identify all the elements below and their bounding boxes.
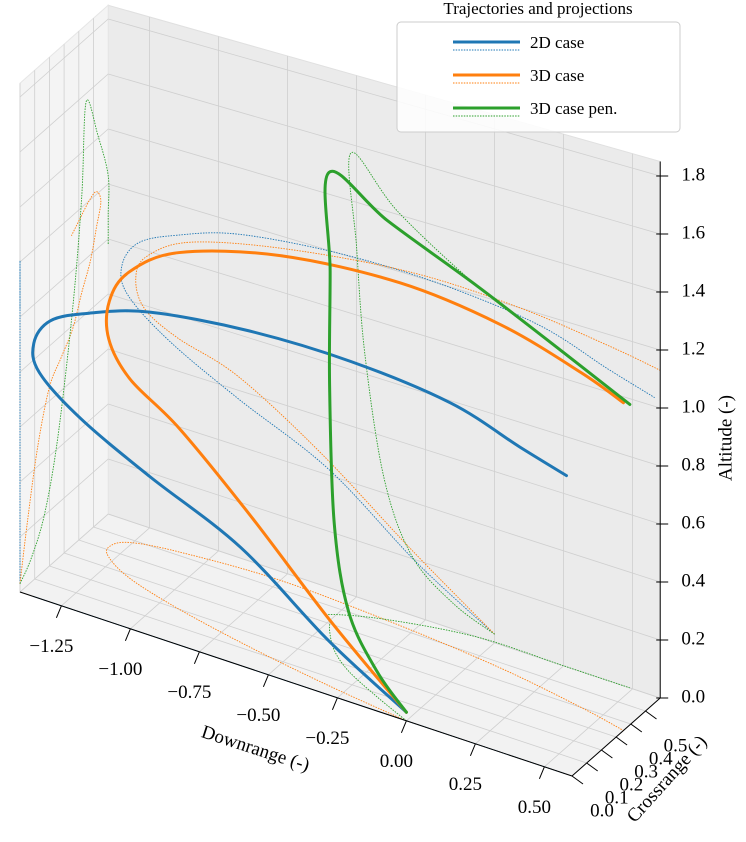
y-tick-label: 0.4 [649,748,673,769]
x-tick-label: −1.25 [29,636,73,657]
grid-line [19,18,109,98]
grid-line [108,183,661,351]
x-tick [55,605,62,618]
x-tick [262,674,269,687]
z-tick-label: 0.2 [681,628,705,649]
x-tick [400,720,407,733]
y-tick [586,762,598,772]
grid-line [108,403,661,583]
grid-line [108,293,661,467]
grid-line [108,73,661,235]
legend-title: Trajectories and projections [443,0,632,18]
legend-label: 3D case [530,66,584,85]
y-tick [630,723,643,733]
x-tick-label: 0.25 [449,774,482,795]
y-tick [645,710,657,720]
x-tick [193,651,200,664]
grid-line [108,238,661,409]
x-axis-line [19,591,573,777]
z-tick-label: 1.6 [681,222,705,243]
x-tick-label: 0.50 [518,797,551,818]
grid-line [19,403,109,483]
z-tick-label: 0.0 [681,686,705,707]
x-tick-label: −0.25 [305,728,349,749]
trajectory [104,249,625,714]
y-tick [571,775,584,785]
grid-line [49,565,602,751]
z-tick-label: 1.8 [681,164,705,185]
x-tick [331,697,338,710]
z-tick-label: 0.6 [681,512,705,533]
grid-line [19,348,109,428]
projection-side [19,191,102,584]
trajectory [31,309,568,714]
grid-line [63,552,617,738]
x-tick [469,743,476,756]
grid-line [108,458,661,641]
x-tick [124,628,131,641]
x-tick-label: 0.00 [380,751,413,772]
z-axis-title: Altitude (-) [715,395,736,481]
x-tick-label: −0.75 [167,682,211,703]
x-tick [538,766,545,779]
trajectory [323,169,632,714]
grid-line [19,238,109,318]
projection-side [19,99,110,584]
legend: Trajectories and projections 2D case 3D c… [396,0,681,133]
x-tick-label: −0.50 [236,705,280,726]
grid-line [19,73,109,153]
legend-label: 2D case [530,33,584,52]
grid-line [19,513,109,593]
panes [19,4,662,777]
grid-line [108,18,661,177]
axes: −1.25 −1.00 −0.75 −0.50 −0.25 0.00 0.25 0.50 0.0… [19,161,706,821]
projection-back [120,232,655,635]
y-tick [615,736,628,746]
y-tick [601,749,613,759]
grid-line [108,128,661,293]
x-tick-label: −1.00 [98,659,142,680]
x-axis-title: Downrange (-) [199,722,312,777]
legend-box [396,21,681,133]
grid-line [19,128,109,208]
y-tick-label: 0.0 [590,800,614,821]
z-tick-label: 1.0 [681,396,705,417]
legend-label: 3D case pen. [530,99,617,118]
grid-line [108,348,661,525]
z-tick-label: 0.8 [681,454,705,475]
y-tick-label: 0.2 [620,774,644,795]
y-tick-label: 0.3 [634,761,658,782]
y-tick-label: 0.5 [664,735,688,756]
z-tick-label: 1.2 [681,338,705,359]
grid-line [93,526,646,712]
grid-line [34,578,587,764]
y-tick-label: 0.1 [605,787,629,808]
z-tick-label: 0.4 [681,570,705,591]
grid-line [19,458,109,538]
z-tick-label: 1.4 [681,280,705,301]
grid-line [19,183,109,263]
